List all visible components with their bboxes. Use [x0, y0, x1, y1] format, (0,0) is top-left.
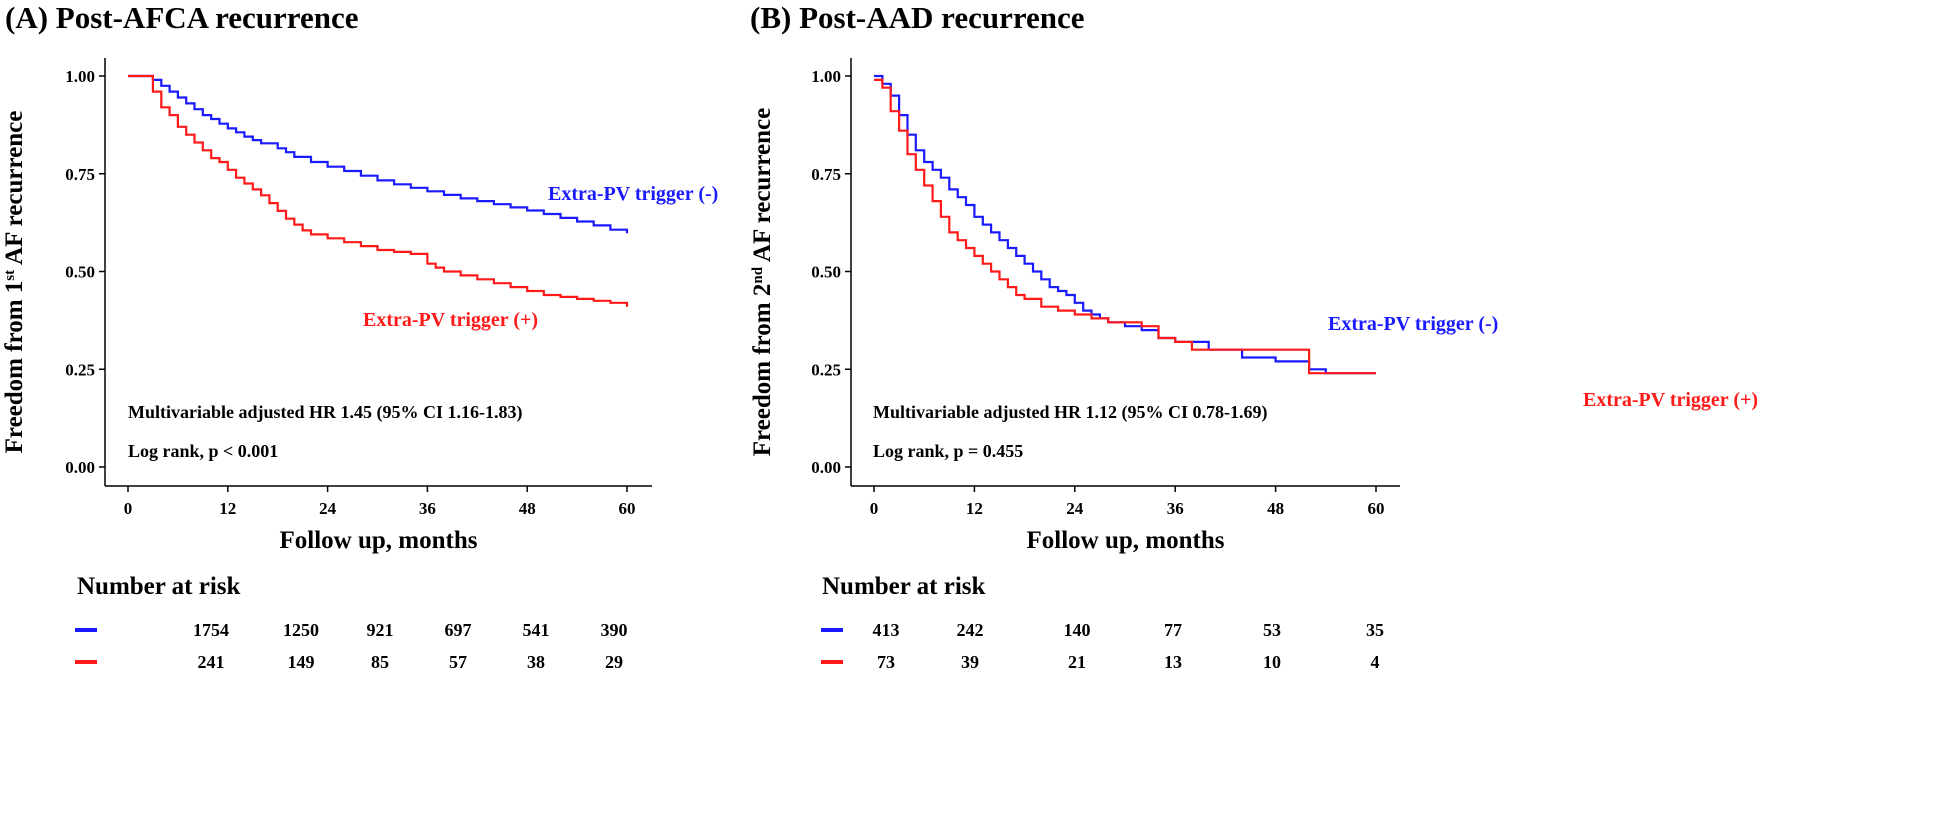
x-tick-label: 12	[219, 499, 236, 518]
log-rank-annotation: Log rank, p = 0.455	[873, 441, 1023, 461]
y-axis-title-superscript: st	[2, 270, 18, 281]
y-axis-title: Freedom from 2nd AF recurrence	[749, 108, 776, 457]
y-axis-title-main: Freedom from 2	[749, 284, 776, 457]
risk-count: 77	[1164, 620, 1182, 640]
risk-table-title: Number at risk	[77, 573, 241, 600]
y-tick-label: 0.25	[65, 360, 95, 379]
y-axis-title-superscript: nd	[750, 266, 766, 283]
risk-count: 38	[527, 652, 545, 672]
y-tick-label: 0.75	[65, 165, 95, 184]
risk-count: 57	[449, 652, 467, 672]
risk-count: 85	[371, 652, 389, 672]
x-tick-label: 12	[966, 499, 983, 518]
chart-title: (A) Post-AFCA recurrence	[5, 0, 359, 35]
panel-b: (B) Post-AAD recurrence 0.00 0.25 0.50 0.75 1…	[749, 0, 1758, 672]
risk-count: 413	[873, 620, 900, 640]
risk-count: 140	[1064, 620, 1091, 640]
y-axis-title-rest: AF recurrence	[1, 111, 28, 270]
panel-a: (A) Post-AFCA recurrence 0.00 0.25 0.50 0.75…	[1, 0, 718, 672]
y-tick-label: 1.00	[811, 67, 841, 86]
y-tick-label: 0.00	[811, 458, 841, 477]
hazard-ratio-annotation: Multivariable adjusted HR 1.12 (95% CI 0…	[873, 402, 1268, 423]
series-line-extra-pv-positive	[874, 78, 1376, 375]
risk-count: 4	[1371, 652, 1380, 672]
risk-count: 149	[288, 652, 315, 672]
x-tick-label: 24	[319, 499, 337, 518]
y-axis-title-rest: AF recurrence	[749, 108, 776, 267]
risk-count: 35	[1366, 620, 1384, 640]
x-tick-label: 60	[619, 499, 636, 518]
risk-count: 921	[367, 620, 394, 640]
x-tick-label: 48	[1267, 499, 1284, 518]
risk-count: 29	[605, 652, 623, 672]
series-line-extra-pv-positive	[128, 74, 629, 307]
risk-count: 73	[877, 652, 895, 672]
log-rank-annotation: Log rank, p < 0.001	[128, 441, 278, 461]
x-tick-label: 36	[419, 499, 436, 518]
x-tick-label: 36	[1167, 499, 1184, 518]
y-tick-label: 0.75	[811, 165, 841, 184]
x-tick-label: 0	[124, 499, 133, 518]
x-axis-title: Follow up, months	[1027, 527, 1225, 554]
x-tick-label: 60	[1368, 499, 1385, 518]
legend-label: Extra-PV trigger (-)	[548, 183, 718, 205]
x-tick-label: 48	[519, 499, 536, 518]
risk-count: 39	[961, 652, 979, 672]
legend-label: Extra-PV trigger (+)	[1583, 389, 1758, 411]
risk-count: 13	[1164, 652, 1182, 672]
hazard-ratio-annotation: Multivariable adjusted HR 1.45 (95% CI 1…	[128, 402, 523, 423]
risk-count: 242	[957, 620, 984, 640]
risk-count: 390	[601, 620, 628, 640]
risk-count: 53	[1263, 620, 1281, 640]
risk-count: 541	[523, 620, 550, 640]
y-tick-label: 0.50	[65, 263, 95, 282]
y-tick-label: 0.50	[811, 263, 841, 282]
y-axis-title-main: Freedom from 1	[1, 281, 28, 454]
legend-label: Extra-PV trigger (+)	[363, 309, 538, 331]
y-axis-title: Freedom from 1st AF recurrence	[1, 111, 28, 454]
series-line-extra-pv-negative	[128, 74, 629, 234]
legend-label: Extra-PV trigger (-)	[1328, 313, 1498, 335]
x-tick-label: 0	[870, 499, 879, 518]
risk-table-title: Number at risk	[822, 573, 986, 600]
y-tick-label: 0.25	[811, 360, 841, 379]
risk-count: 241	[198, 652, 225, 672]
risk-count: 1754	[193, 620, 229, 640]
risk-count: 10	[1263, 652, 1281, 672]
y-tick-label: 0.00	[65, 458, 95, 477]
chart-title: (B) Post-AAD recurrence	[750, 0, 1085, 35]
y-tick-label: 1.00	[65, 67, 95, 86]
x-tick-label: 24	[1066, 499, 1084, 518]
risk-count: 1250	[283, 620, 319, 640]
x-axis-title: Follow up, months	[280, 527, 478, 554]
risk-count: 697	[445, 620, 472, 640]
risk-count: 21	[1068, 652, 1086, 672]
